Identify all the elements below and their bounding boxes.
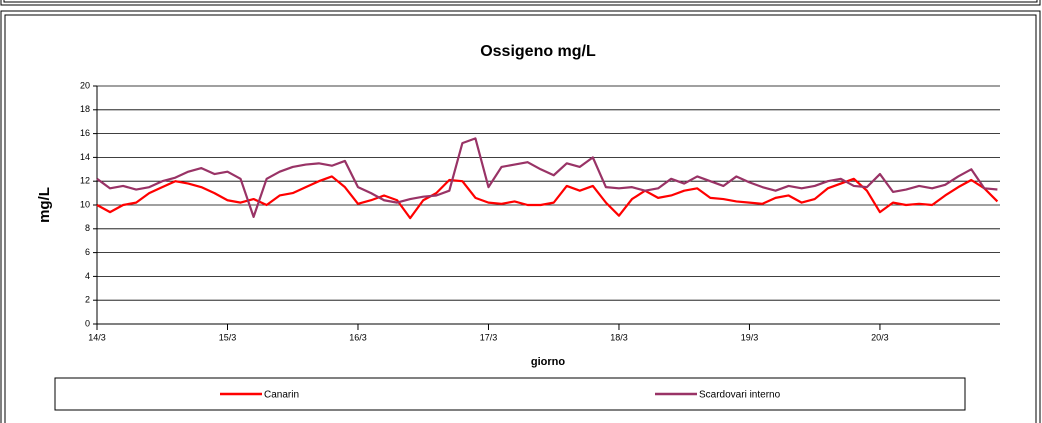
x-tick-label: 16/3 xyxy=(349,332,367,342)
x-axis-label: giorno xyxy=(531,356,565,368)
y-tick-label: 16 xyxy=(80,128,90,138)
chart-frame xyxy=(4,14,1037,423)
y-tick-label: 8 xyxy=(85,223,90,233)
y-tick-label: 10 xyxy=(80,199,90,209)
legend-label: Canarin xyxy=(264,390,299,401)
top-frame-inner xyxy=(3,0,1038,3)
outer-frame xyxy=(0,10,1041,423)
top-frame xyxy=(0,0,1041,6)
x-tick-label: 18/3 xyxy=(610,332,628,342)
y-tick-label: 6 xyxy=(85,247,90,257)
y-tick-label: 12 xyxy=(80,176,90,186)
x-tick-label: 17/3 xyxy=(480,332,498,342)
y-tick-label: 4 xyxy=(85,271,90,281)
y-axis-label: mg/L xyxy=(36,187,53,223)
y-tick-label: 2 xyxy=(85,295,90,305)
legend-label: Scardovari interno xyxy=(699,390,781,401)
legend xyxy=(54,377,966,411)
x-tick-label: 19/3 xyxy=(741,332,759,342)
x-tick-label: 15/3 xyxy=(219,332,237,342)
y-tick-label: 0 xyxy=(85,318,90,328)
data-line xyxy=(96,137,998,218)
y-tick-label: 20 xyxy=(80,80,90,90)
y-tick-label: 14 xyxy=(80,152,90,162)
x-tick-label: 14/3 xyxy=(88,332,106,342)
chart-title: Ossigeno mg/L xyxy=(480,43,596,60)
x-tick-label: 20/3 xyxy=(871,332,889,342)
y-tick-label: 18 xyxy=(80,104,90,114)
